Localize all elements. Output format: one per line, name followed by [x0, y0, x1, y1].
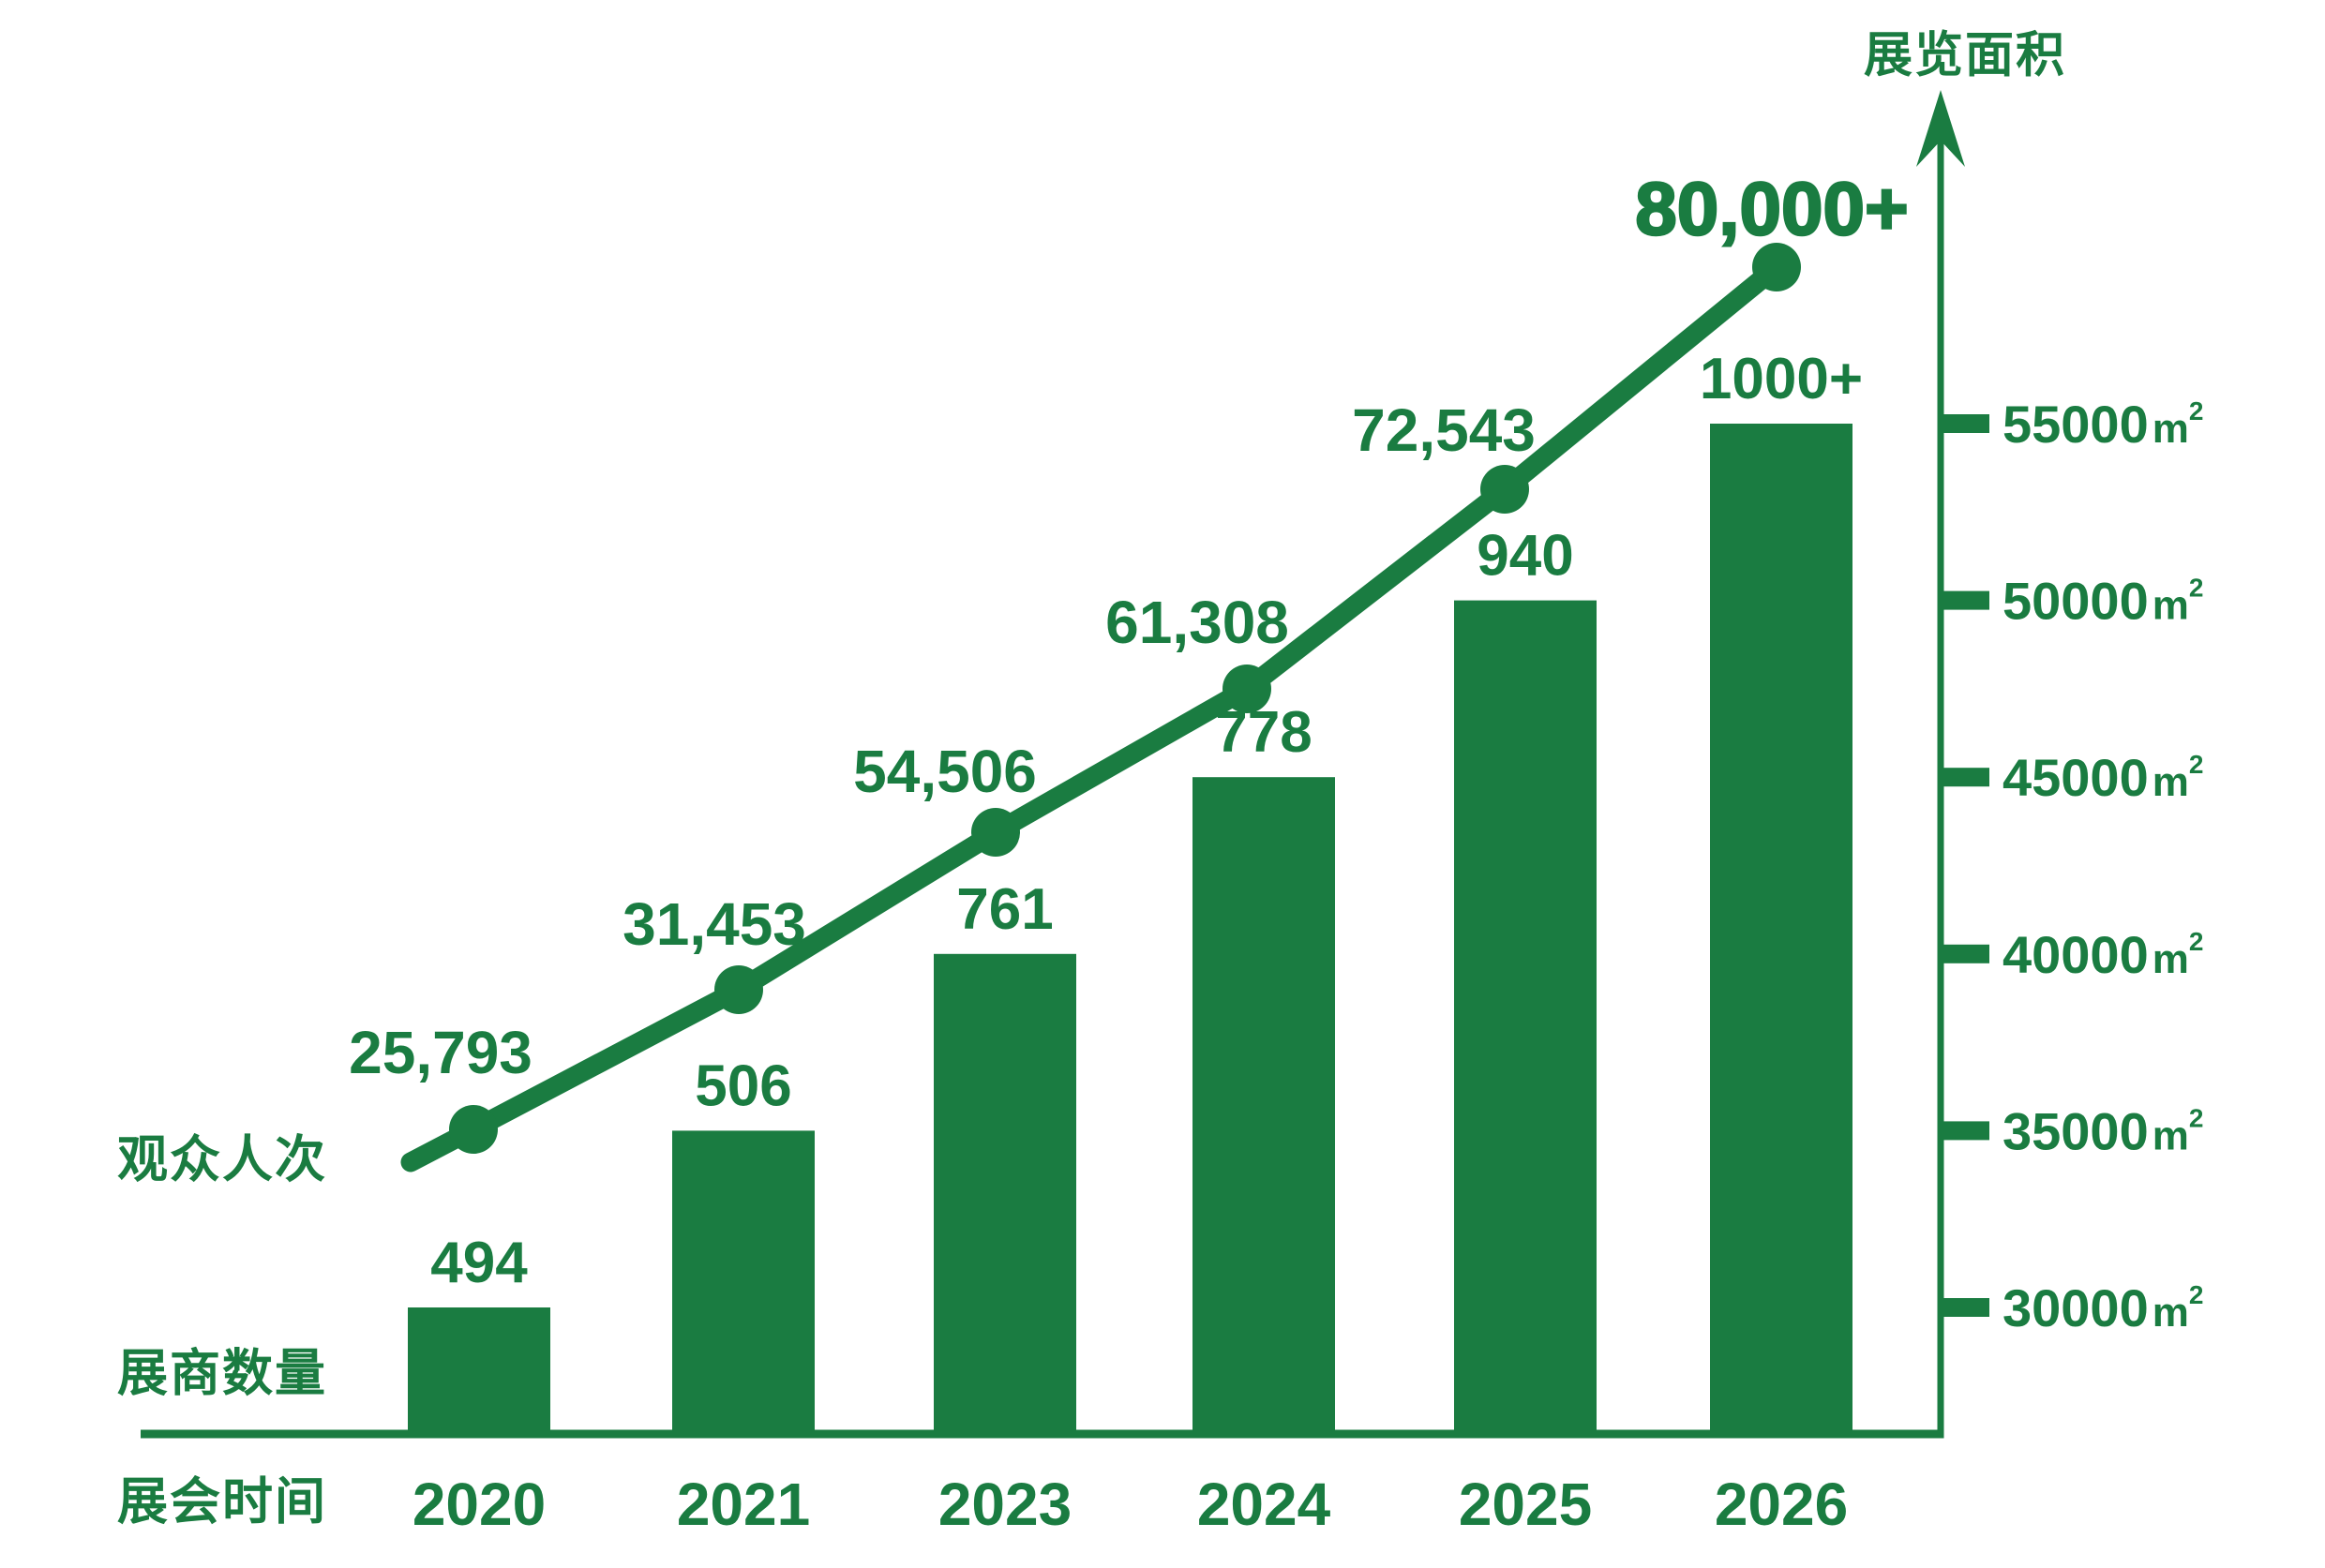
bar-2025 — [1454, 600, 1597, 1434]
y-axis-tick-55000 — [1941, 414, 1989, 433]
year-label-2020: 2020 — [412, 1471, 546, 1538]
exhibitor-count-label-2024: 778 — [1215, 700, 1312, 765]
x-axis-title: 展会时间 — [117, 1473, 327, 1531]
y-axis-title: 展览面积 — [1863, 28, 2067, 83]
year-label-2024: 2024 — [1197, 1471, 1331, 1538]
y-axis-tick-45000 — [1941, 768, 1989, 787]
y-axis-tick-label-50000: 50000m2 — [2002, 572, 2203, 631]
visitors-point-2025 — [1480, 465, 1529, 514]
y-axis-tick-40000 — [1941, 944, 1989, 963]
y-axis-tick-label-40000: 40000m2 — [2002, 925, 2203, 984]
year-label-2023: 2023 — [938, 1471, 1072, 1538]
bar-2024 — [1192, 777, 1335, 1434]
visitors-value-label-2025: 72,543 — [1352, 396, 1536, 464]
y-axis-tick-50000 — [1941, 590, 1989, 610]
exhibitor-count-label-2023: 761 — [956, 877, 1053, 942]
exhibitor-count-label-2025: 940 — [1477, 524, 1573, 589]
bar-2021 — [672, 1130, 815, 1434]
bar-2023 — [934, 953, 1076, 1434]
bar-series-label: 展商数量 — [117, 1345, 327, 1402]
line-series-label: 观众人次 — [117, 1131, 327, 1188]
exhibitor-count-label-2026: 1000+ — [1700, 347, 1863, 411]
year-label-2025: 2025 — [1459, 1471, 1592, 1538]
visitors-value-label-2023: 54,506 — [853, 738, 1037, 805]
y-axis-tick-label-35000: 35000m2 — [2002, 1101, 2203, 1160]
visitors-value-label-2024: 61,308 — [1105, 589, 1289, 656]
y-axis-tick-label-30000: 30000m2 — [2002, 1278, 2203, 1337]
visitors-value-label-2021: 31,453 — [622, 890, 806, 958]
visitors-value-label-2020: 25,793 — [349, 1019, 532, 1086]
visitors-point-2026 — [1752, 243, 1801, 291]
bar-2020 — [408, 1307, 550, 1434]
year-label-2021: 2021 — [677, 1471, 810, 1538]
visitors-point-2024 — [1222, 665, 1271, 713]
bar-2026 — [1710, 424, 1852, 1434]
visitors-point-2023 — [971, 808, 1020, 857]
y-axis-tick-label-55000: 55000m2 — [2002, 395, 2203, 454]
exhibitor-count-label-2020: 494 — [430, 1231, 528, 1295]
y-axis-tick-35000 — [1941, 1121, 1989, 1141]
exhibitor-count-label-2021: 506 — [695, 1053, 791, 1118]
year-label-2026: 2026 — [1715, 1471, 1848, 1538]
y-axis-tick-30000 — [1941, 1298, 1989, 1317]
visitors-value-label-2026: 80,000+ — [1635, 167, 1908, 250]
y-axis-tick-label-45000: 45000m2 — [2002, 748, 2203, 807]
visitors-point-2020 — [449, 1105, 498, 1154]
visitors-point-2021 — [714, 965, 763, 1014]
y-axis-arrow-icon — [1916, 90, 1965, 167]
